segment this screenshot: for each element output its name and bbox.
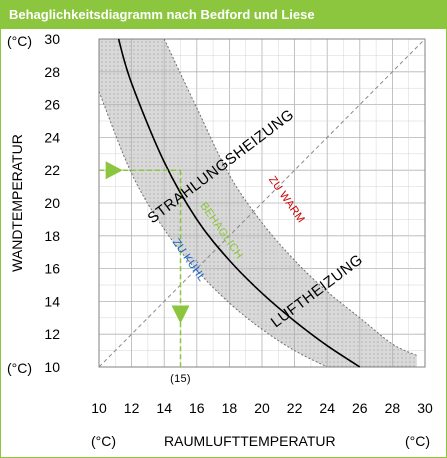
example-layer: (15): [99, 161, 191, 385]
x-tick-label: 28: [385, 400, 401, 416]
y-tick-label: 12: [44, 326, 60, 342]
x-unit-left: (°C): [91, 433, 116, 449]
annotation-zu-warm: ZU WARM: [266, 174, 307, 225]
x-axis-label: RAUMLUFTTEMPERATUR: [164, 433, 336, 449]
chart-title: Behaglichkeitsdiagramm nach Bedford und …: [1, 1, 446, 29]
y-unit-top: (°C): [7, 33, 32, 49]
x-tick-label: 10: [91, 400, 107, 416]
diagonal-line: [98, 38, 426, 368]
x-tick-label: 16: [189, 400, 205, 416]
y-unit-bottom: (°C): [7, 360, 32, 376]
grid-layer: [98, 38, 426, 368]
comfort-center-curve: [117, 38, 361, 368]
y-tick-label: 26: [44, 97, 60, 113]
y-tick-label: 22: [44, 162, 60, 178]
example-arrow-down: [171, 305, 190, 324]
y-tick-label: 28: [44, 64, 60, 80]
x-tick-label: 30: [417, 400, 433, 416]
curve-layer: [98, 38, 426, 368]
tick-layer: 10 12 14 16 18 20 22 24 26 28 30 10 12 14 16 18 20 22 24 26…: [44, 31, 433, 416]
x-tick-label: 20: [254, 400, 270, 416]
x-unit-right: (°C): [405, 433, 430, 449]
y-tick-label: 30: [44, 31, 60, 47]
y-tick-label: 16: [44, 261, 60, 277]
y-tick-label: 14: [44, 293, 60, 309]
axis-label-layer: (°C) (°C) WANDTEMPERATUR (°C) RAUMLUFTTE…: [7, 33, 430, 449]
lower-bound-curve: [98, 91, 328, 368]
y-tick-label: 20: [44, 195, 60, 211]
y-tick-label: 10: [44, 359, 60, 375]
example-arrow-right: [105, 161, 123, 180]
y-axis-label: WANDTEMPERATUR: [9, 134, 25, 272]
x-tick-label: 26: [352, 400, 368, 416]
x-tick-label: 14: [156, 400, 172, 416]
x-tick-label: 22: [287, 400, 303, 416]
y-tick-label: 18: [44, 228, 60, 244]
x-tick-label: 12: [124, 400, 140, 416]
x-tick-label: 18: [222, 400, 238, 416]
y-tick-label: 24: [44, 129, 60, 145]
x-tick-label: 24: [319, 400, 335, 416]
plot-border: [98, 38, 426, 368]
example-x-label: (15): [170, 373, 191, 385]
